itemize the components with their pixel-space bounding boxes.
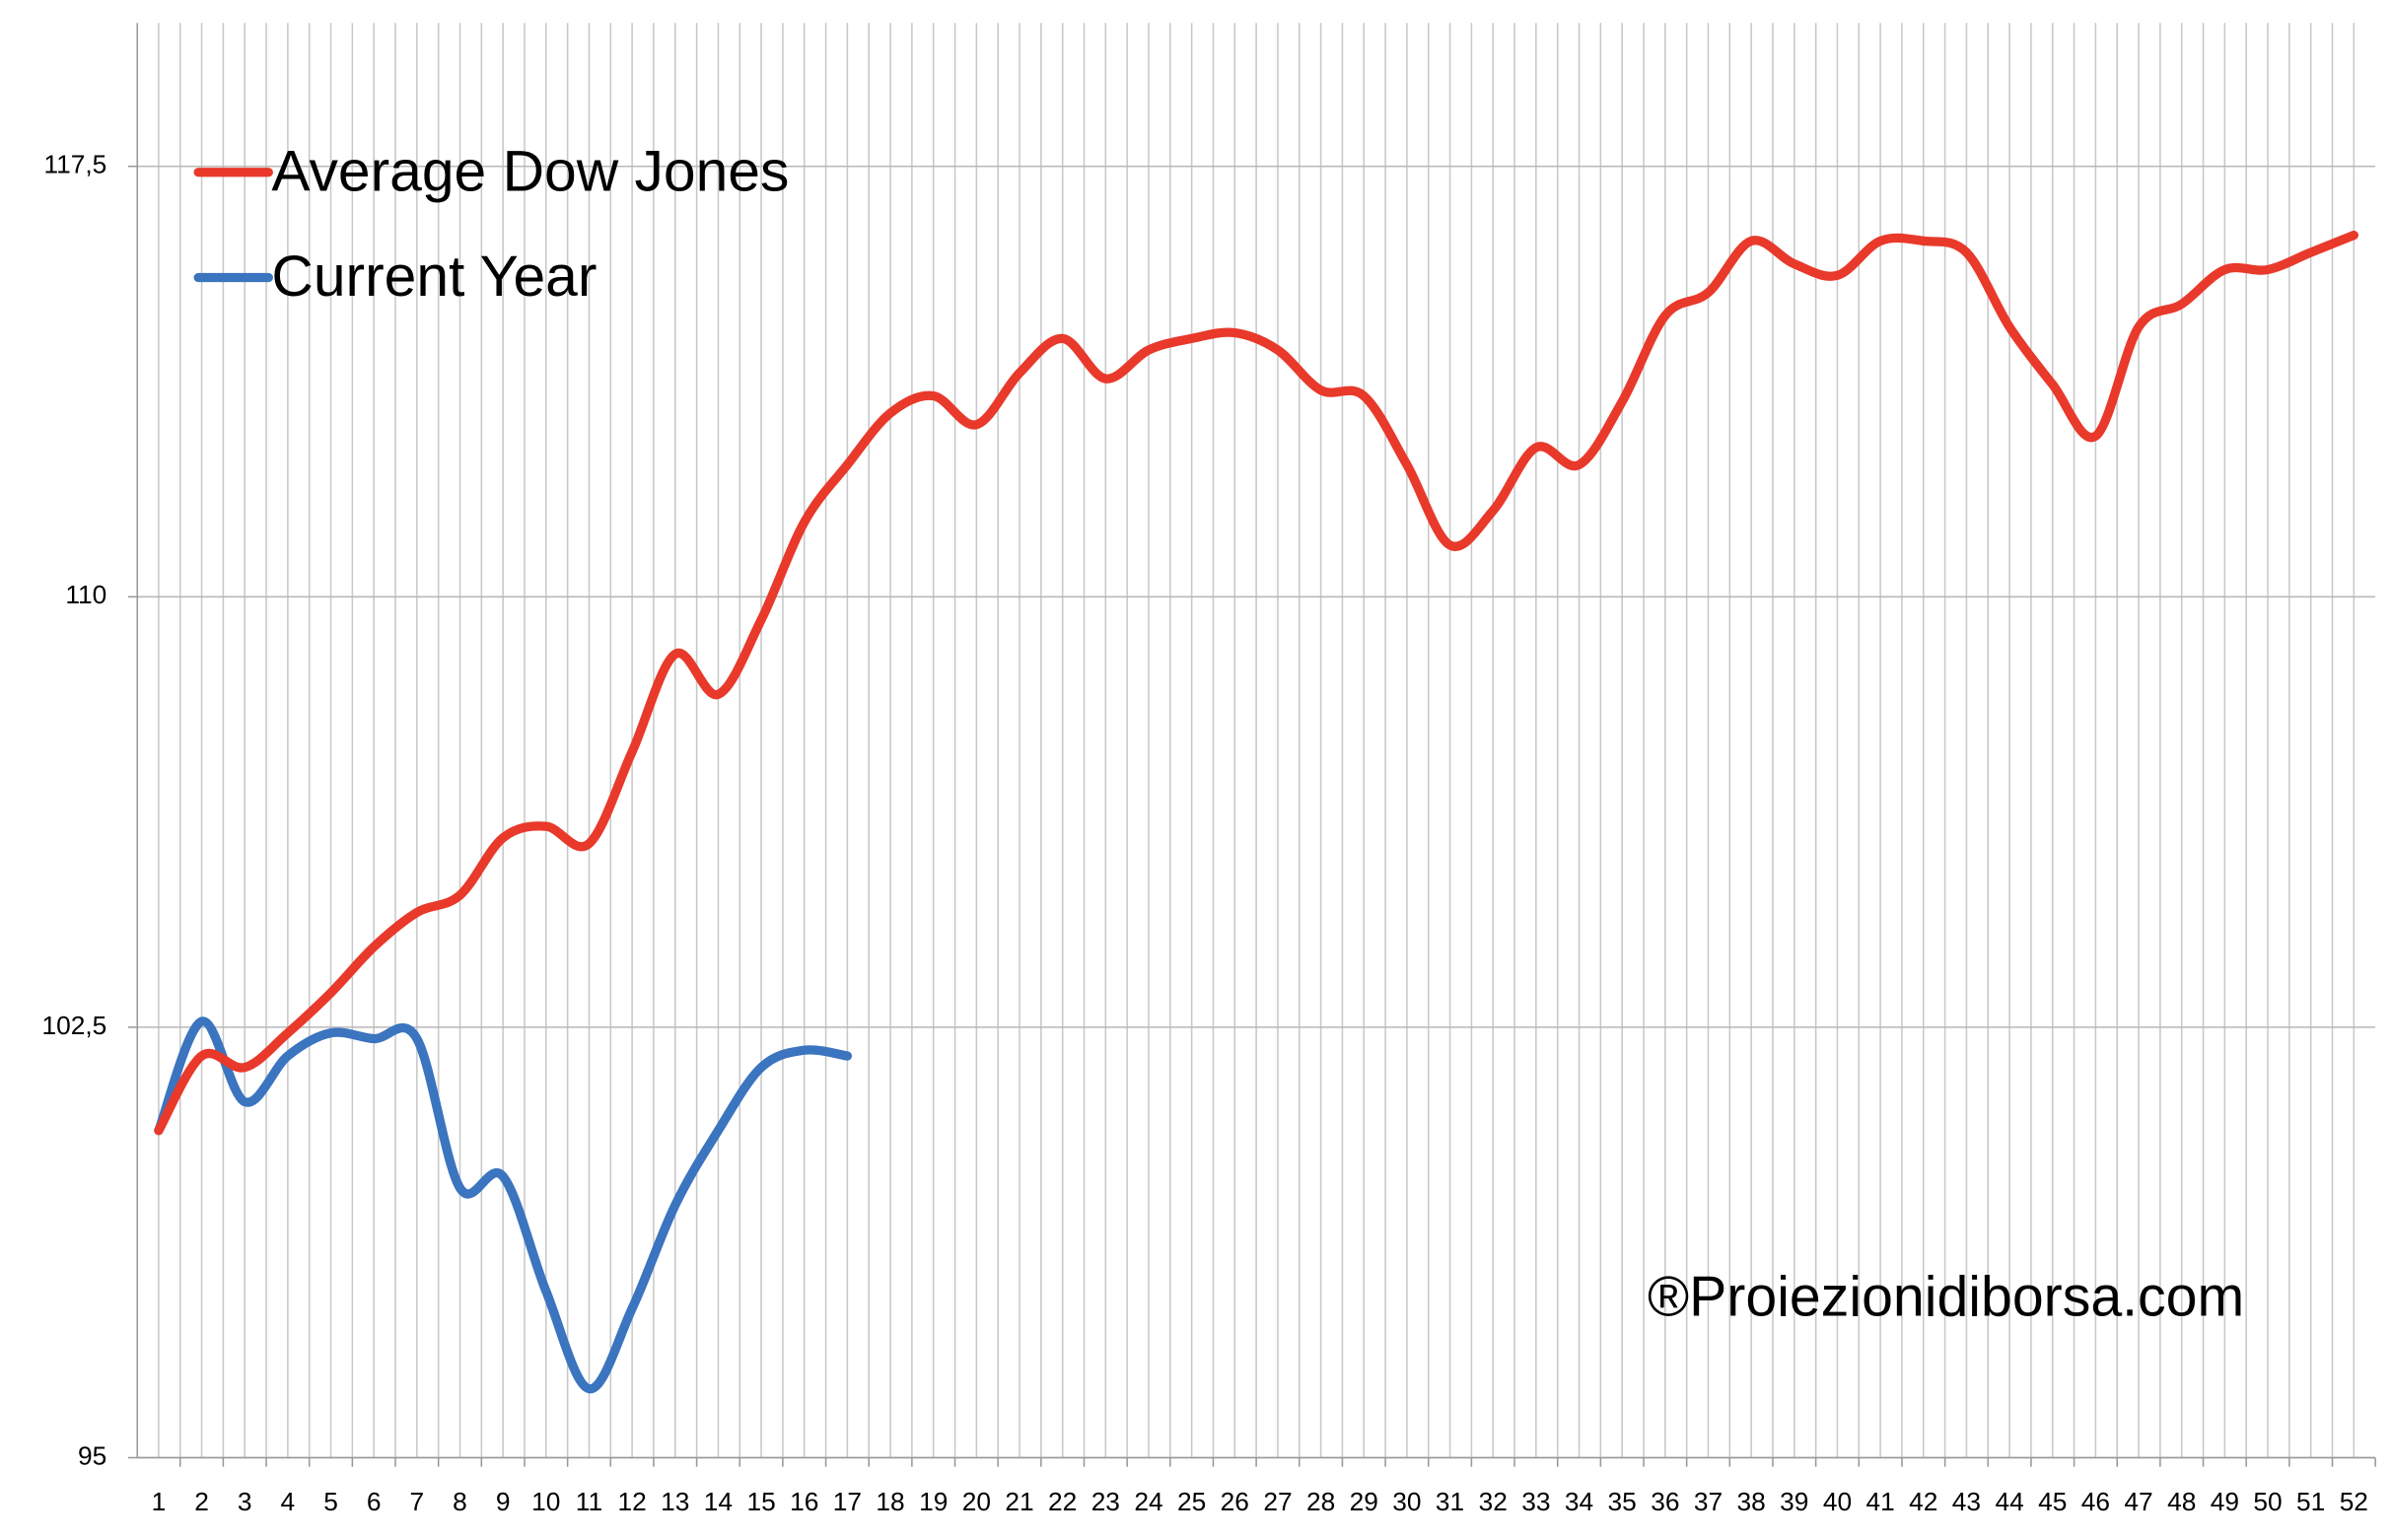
x-tick-label: 43	[1952, 1487, 1981, 1516]
data-line	[154, 1016, 853, 1394]
x-tick-label: 41	[1865, 1487, 1894, 1516]
x-tick-label: 1	[152, 1487, 167, 1516]
x-tick-label: 7	[410, 1487, 425, 1516]
x-tick-label: 8	[453, 1487, 467, 1516]
x-tick-label: 48	[2167, 1487, 2196, 1516]
x-tick-label: 25	[1177, 1487, 1206, 1516]
x-tick-label: 17	[833, 1487, 862, 1516]
data-line	[154, 230, 2358, 1136]
x-tick-label: 22	[1048, 1487, 1077, 1516]
x-tick-label: 37	[1694, 1487, 1723, 1516]
x-tick-label: 44	[1995, 1487, 2023, 1516]
y-tick-label: 117,5	[43, 150, 106, 179]
x-tick-label: 21	[1005, 1487, 1033, 1516]
x-tick-label: 51	[2296, 1487, 2325, 1516]
x-tick-label: 11	[576, 1487, 602, 1516]
x-tick-label: 27	[1263, 1487, 1292, 1516]
x-tick-label: 2	[194, 1487, 209, 1516]
x-tick-label: 31	[1436, 1487, 1464, 1516]
x-tick-label: 39	[1780, 1487, 1808, 1516]
x-tick-label: 26	[1221, 1487, 1249, 1516]
x-tick-label: 14	[704, 1487, 733, 1516]
watermark: ®Proiezionidiborsa.com	[1648, 1265, 2244, 1328]
x-tick-label: 5	[323, 1487, 338, 1516]
x-tick-label: 10	[531, 1487, 560, 1516]
legend-label: Average Dow Jones	[271, 139, 789, 203]
x-tick-label: 29	[1350, 1487, 1378, 1516]
x-tick-label: 40	[1823, 1487, 1852, 1516]
x-tick-label: 50	[2253, 1487, 2282, 1516]
x-tick-label: 16	[790, 1487, 818, 1516]
x-tick-label: 15	[746, 1487, 775, 1516]
x-tick-label: 49	[2211, 1487, 2239, 1516]
x-tick-label: 35	[1608, 1487, 1637, 1516]
x-tick-label: 6	[367, 1487, 382, 1516]
legend-label: Current Year	[271, 245, 597, 309]
x-tick-label: 33	[1521, 1487, 1550, 1516]
x-tick-label: 23	[1091, 1487, 1120, 1516]
x-tick-label: 34	[1565, 1487, 1593, 1516]
y-tick-label: 110	[65, 580, 106, 609]
x-tick-label: 18	[876, 1487, 904, 1516]
y-tick-label: 95	[78, 1440, 106, 1470]
x-tick-label: 45	[2038, 1487, 2067, 1516]
x-tick-label: 38	[1737, 1487, 1766, 1516]
x-tick-label: 32	[1479, 1487, 1508, 1516]
x-tick-label: 28	[1306, 1487, 1335, 1516]
x-tick-label: 24	[1134, 1487, 1162, 1516]
x-tick-label: 46	[2081, 1487, 2110, 1516]
x-tick-label: 30	[1392, 1487, 1421, 1516]
x-tick-label: 20	[962, 1487, 991, 1516]
x-tick-label: 19	[919, 1487, 948, 1516]
x-tick-label: 36	[1651, 1487, 1679, 1516]
x-tick-label: 42	[1909, 1487, 1937, 1516]
x-tick-label: 4	[281, 1487, 296, 1516]
x-tick-label: 12	[617, 1487, 646, 1516]
y-tick-label: 102,5	[42, 1011, 107, 1040]
x-tick-label: 13	[661, 1487, 689, 1516]
x-tick-label: 9	[496, 1487, 511, 1516]
x-tick-label: 47	[2124, 1487, 2152, 1516]
x-tick-label: 3	[238, 1487, 252, 1516]
x-tick-label: 52	[2340, 1487, 2368, 1516]
